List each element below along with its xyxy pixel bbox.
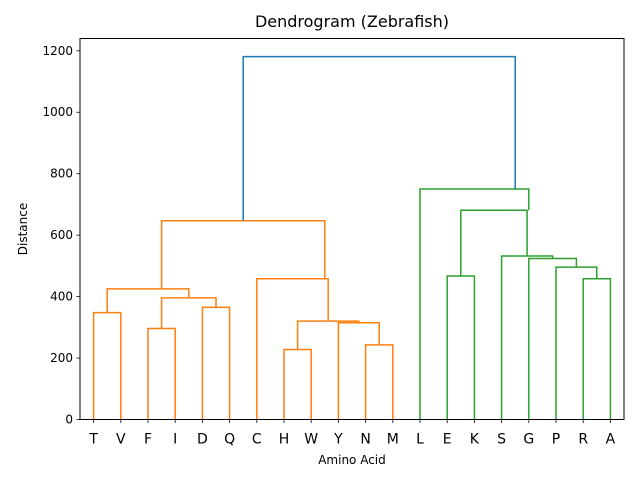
link-orange-1	[147, 327, 176, 420]
x-tick-label-D: D	[197, 432, 208, 448]
x-tick-label-T: T	[88, 432, 98, 448]
y-tick-label: 200	[50, 351, 73, 365]
y-tick-label: 1200	[42, 44, 73, 58]
x-tick-label-G: G	[523, 432, 534, 448]
x-tick-label-S: S	[497, 432, 506, 448]
link-orange-4	[106, 288, 190, 313]
x-tick-label-L: L	[416, 432, 424, 448]
x-tick-label-I: I	[173, 432, 177, 448]
link-green-17	[419, 188, 530, 420]
link-orange-9	[256, 278, 329, 420]
x-tick-label-Y: Y	[333, 432, 343, 448]
y-tick-label: 1000	[42, 105, 73, 119]
x-tick-label-C: C	[252, 432, 262, 448]
y-tick-label: 400	[50, 290, 73, 304]
x-tick-label-K: K	[470, 432, 480, 448]
link-green-15	[500, 255, 554, 420]
x-tick-label-M: M	[387, 432, 399, 448]
chart-title: Dendrogram (Zebrafish)	[255, 12, 449, 31]
link-green-16	[460, 209, 528, 277]
x-tick-label-F: F	[144, 432, 152, 448]
dendrogram-links	[92, 55, 612, 420]
x-tick-label-N: N	[360, 432, 370, 448]
x-tick-label-R: R	[578, 432, 588, 448]
x-tick-label-E: E	[443, 432, 452, 448]
link-orange-7	[337, 321, 380, 420]
y-tick-label: 600	[50, 228, 73, 242]
x-tick-label-W: W	[304, 432, 318, 448]
link-orange-3	[160, 297, 217, 329]
x-tick-label-H: H	[279, 432, 290, 448]
y-tick-label: 0	[65, 413, 73, 427]
x-tick-label-Q: Q	[224, 432, 235, 448]
x-tick-label-V: V	[116, 432, 126, 448]
x-axis-label: Amino Acid	[318, 453, 386, 467]
link-green-14	[528, 257, 578, 420]
x-tick-label-P: P	[552, 432, 560, 448]
link-blue-18	[242, 55, 516, 221]
link-green-12	[582, 278, 612, 420]
x-tick-label-A: A	[606, 432, 616, 448]
plot-frame	[79, 38, 625, 420]
link-orange-2	[201, 306, 231, 420]
y-axis: 0 200 400 600 800 1000 1200	[42, 44, 80, 427]
y-axis-label: Distance	[16, 203, 30, 255]
y-tick-label: 800	[50, 167, 73, 181]
